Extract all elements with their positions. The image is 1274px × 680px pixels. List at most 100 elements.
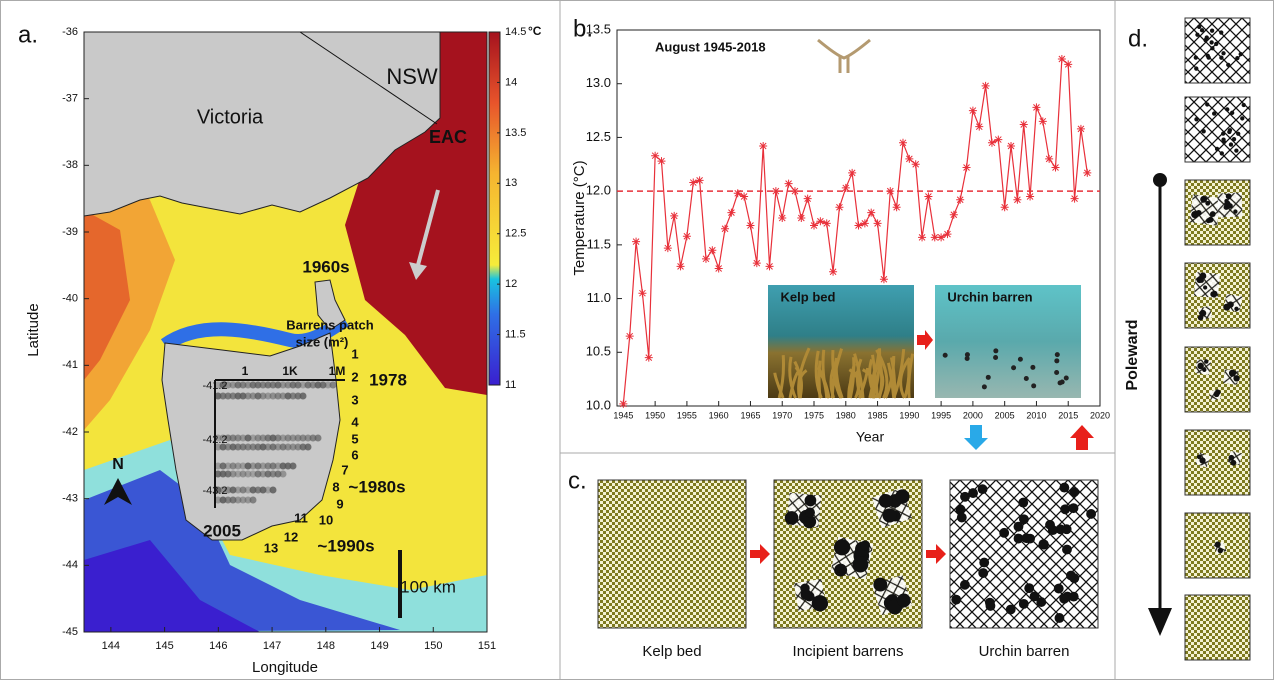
- urchin: [1226, 193, 1232, 199]
- urchin: [1227, 203, 1232, 208]
- urchin: [1221, 138, 1225, 142]
- urchin: [1069, 503, 1079, 513]
- colorbar-tick-label: 13.5: [505, 127, 526, 139]
- urchin: [1036, 597, 1046, 607]
- stage-arrow: [750, 544, 770, 564]
- urchin: [1006, 605, 1016, 615]
- kelp-ground: [598, 480, 746, 628]
- x-tick-label: 1965: [740, 410, 760, 420]
- data-point: [912, 160, 920, 168]
- urchin: [1202, 129, 1206, 133]
- data-point: [715, 264, 723, 272]
- data-point: [632, 238, 640, 246]
- y-tick-label: -43: [62, 493, 78, 505]
- data-point: [1052, 164, 1060, 172]
- data-point: [943, 230, 951, 238]
- urchin: [1031, 383, 1036, 388]
- data-point: [874, 219, 882, 227]
- urchin: [852, 557, 868, 573]
- y-axis-label: Temperature (°C): [571, 160, 588, 275]
- data-point: [899, 139, 907, 147]
- urchin: [1236, 132, 1240, 136]
- stage-label: Kelp bed: [642, 643, 701, 660]
- colorbar-tick-label: 12: [505, 278, 517, 290]
- urchin: [1229, 142, 1233, 146]
- map-annotation: N: [112, 456, 124, 473]
- barrens-patch: [290, 463, 297, 470]
- urchin: [1203, 285, 1207, 289]
- x-tick-label: 2000: [963, 410, 983, 420]
- chart-title: August 1945-2018: [655, 39, 766, 54]
- map-annotation: 4: [351, 414, 359, 429]
- urchin: [1219, 56, 1223, 60]
- data-point: [950, 211, 958, 219]
- colorbar-tick-label: 14.5: [505, 26, 526, 38]
- urchin: [1199, 278, 1204, 283]
- poleward-label: Poleward: [1124, 319, 1141, 390]
- barrens-patch: [270, 487, 277, 494]
- y-tick-label: -37: [62, 93, 78, 105]
- x-tick-label: 2020: [1090, 410, 1110, 420]
- data-point: [994, 136, 1002, 144]
- urchin: [1212, 111, 1216, 115]
- urchin: [1197, 25, 1201, 29]
- data-point: [670, 212, 678, 220]
- urchin: [1204, 359, 1208, 363]
- data-point: [785, 180, 793, 188]
- x-tick-label: 1945: [613, 410, 633, 420]
- x-tick-label: 149: [370, 640, 388, 652]
- urchin: [1064, 375, 1069, 380]
- data-point: [975, 123, 983, 131]
- map-annotation: 1M: [329, 364, 346, 378]
- urchin: [1194, 66, 1198, 70]
- map-annotation: 1K: [282, 364, 298, 378]
- map-annotation: size (m²): [296, 334, 349, 349]
- x-tick-label: 2015: [1058, 410, 1078, 420]
- urchin: [1210, 46, 1214, 50]
- barrens-patch: [300, 393, 307, 400]
- urchin: [957, 513, 967, 523]
- urchin: [1210, 28, 1214, 32]
- map-annotation: 1978: [369, 370, 407, 389]
- urchin: [1048, 525, 1058, 535]
- urchin: [1058, 380, 1063, 385]
- data-point: [797, 214, 805, 222]
- urchin: [1054, 584, 1064, 594]
- map-annotation: ~1990s: [317, 536, 374, 555]
- x-tick-label: 146: [209, 640, 227, 652]
- data-point: [1007, 142, 1015, 150]
- figure: a.NSWVictoriaEAC1960sBarrens patchsize (…: [0, 0, 1274, 680]
- data-point: [867, 209, 875, 217]
- urchin: [1011, 365, 1016, 370]
- urchin: [960, 580, 970, 590]
- urchin: [1024, 583, 1034, 593]
- y-tick-label: 13.0: [586, 75, 611, 90]
- map-annotation: NSW: [386, 64, 438, 89]
- urchin: [1203, 38, 1207, 42]
- urchin: [1018, 357, 1023, 362]
- y-tick-label: -42: [62, 426, 78, 438]
- barrens-patch: [280, 471, 287, 478]
- urchin: [978, 484, 988, 494]
- data-point: [746, 222, 754, 230]
- map-annotation: 6: [351, 447, 358, 462]
- panel-label: d.: [1128, 25, 1148, 52]
- x-tick-label: 1960: [709, 410, 729, 420]
- y-tick-label: -45: [62, 626, 78, 638]
- x-tick-label: 1990: [899, 410, 919, 420]
- data-point: [886, 187, 894, 195]
- urchin: [1233, 375, 1239, 381]
- urchin: [1218, 548, 1223, 553]
- urchin: [1055, 352, 1060, 357]
- kelp-ground: [1185, 595, 1250, 660]
- urchin: [1060, 504, 1070, 514]
- data-point: [638, 289, 646, 297]
- data-point: [880, 275, 888, 283]
- data-point: [708, 246, 716, 254]
- urchin: [1242, 103, 1246, 107]
- y-tick-label: 12.0: [586, 183, 611, 198]
- urchin: [1055, 613, 1065, 623]
- urchin: [1195, 33, 1199, 37]
- barrens-patch: [250, 497, 257, 504]
- urchin: [1054, 358, 1059, 363]
